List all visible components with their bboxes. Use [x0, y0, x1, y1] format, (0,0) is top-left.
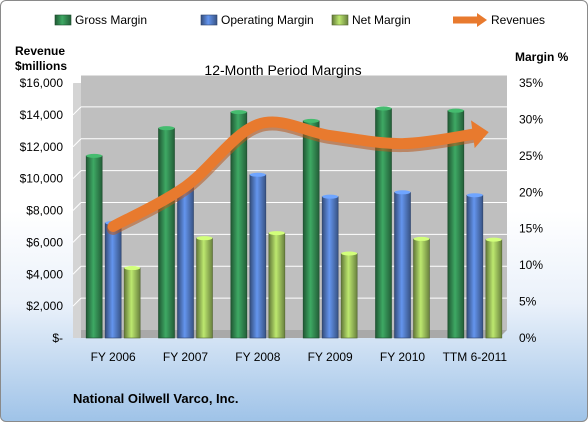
- right-tick-label: 35%: [519, 76, 543, 90]
- gross-margin-bar-top: [375, 106, 392, 111]
- operating-margin-bar-top: [322, 194, 339, 199]
- operating-margin-legend-swatch: [200, 14, 218, 26]
- operating-margin-bar: [321, 196, 339, 339]
- gross-margin-legend-swatch: [54, 14, 72, 26]
- operating-margin-bar: [249, 174, 267, 339]
- operating-margin-bar: [394, 191, 411, 339]
- category-label: FY 2007: [163, 350, 208, 364]
- plot-side-wall: [73, 83, 81, 338]
- net-margin-bar-top: [196, 236, 213, 241]
- operating-margin-bar: [104, 222, 122, 339]
- right-tick-label: 15%: [519, 222, 543, 236]
- left-tick-label: $12,000: [20, 140, 64, 154]
- left-tick-label: $14,000: [20, 108, 64, 122]
- right-tick-label: 5%: [519, 295, 537, 309]
- net-margin-bar: [340, 253, 358, 339]
- operating-margin-legend-label: Operating Margin: [221, 13, 314, 27]
- operating-margin-bar-top: [249, 172, 266, 177]
- gross-margin-bar-top: [86, 153, 103, 158]
- left-tick-label: $2,000: [26, 299, 63, 313]
- left-tick-label: $6,000: [26, 235, 63, 249]
- operating-margin-bar-top: [394, 190, 411, 195]
- gridline-diag: [72, 170, 82, 179]
- category-label: FY 2006: [91, 350, 136, 364]
- net-margin-bar-top: [341, 251, 358, 256]
- revenues-legend-arrow: [477, 13, 487, 27]
- revenues-line: [107, 116, 481, 232]
- gross-margin-bar-top: [447, 108, 464, 113]
- net-margin-bar-top: [485, 237, 502, 242]
- right-tick-label: 25%: [519, 149, 543, 163]
- category-label: FY 2009: [308, 350, 353, 364]
- operating-margin-bar-top: [466, 193, 483, 198]
- right-tick-label: 0%: [519, 331, 537, 345]
- left-tick-label: $10,000: [20, 172, 64, 186]
- gross-margin-bar-top: [230, 110, 247, 115]
- right-tick-label: 30%: [519, 112, 543, 126]
- right-tick-label: 20%: [519, 185, 543, 199]
- gridline-diag: [72, 297, 82, 307]
- right-tick-label: 10%: [519, 258, 543, 272]
- net-margin-bar-top: [413, 236, 430, 241]
- net-margin-legend-swatch: [331, 14, 349, 26]
- gross-margin-bar: [302, 120, 320, 339]
- gridline-diag: [72, 106, 82, 116]
- net-margin-bar: [485, 239, 503, 339]
- right-axis-title: Margin %: [515, 50, 569, 64]
- operating-margin-bar: [177, 186, 194, 339]
- net-margin-bar: [413, 238, 430, 339]
- left-tick-label: $16,000: [20, 76, 64, 90]
- operating-margin-bar: [466, 194, 484, 339]
- gross-margin-bar-top: [303, 118, 320, 123]
- gross-margin-bar: [85, 155, 103, 339]
- gridline-diag: [72, 138, 82, 148]
- net-margin-legend-label: Net Margin: [352, 13, 411, 27]
- revenues-arrowhead: [471, 120, 489, 149]
- left-tick-label: $8,000: [26, 204, 63, 218]
- gridline-diag: [72, 74, 82, 84]
- category-label: FY 2008: [235, 350, 280, 364]
- company-name: National Oilwell Varco, Inc.: [73, 391, 238, 406]
- revenues-legend-label: Revenues: [491, 13, 545, 27]
- net-margin-bar-top: [268, 231, 285, 236]
- net-margin-bar: [268, 232, 286, 339]
- gridline-diag: [72, 202, 82, 211]
- left-axis-title: Revenue $millions: [15, 44, 68, 73]
- gridline-diag: [72, 265, 82, 275]
- net-margin-bar: [123, 267, 141, 339]
- left-tick-label: $4,000: [26, 267, 63, 281]
- net-margin-bar-top: [124, 266, 141, 271]
- gridline-diag: [72, 234, 82, 243]
- gross-margin-bar: [158, 127, 175, 339]
- gross-margin-legend-label: Gross Margin: [75, 13, 147, 27]
- left-tick-label: $-: [52, 331, 63, 345]
- category-label: TTM 6-2011: [443, 350, 508, 364]
- category-label: FY 2010: [380, 350, 425, 364]
- chart-title: 12-Month Period Margins: [204, 62, 361, 78]
- gross-margin-bar-top: [158, 126, 175, 131]
- net-margin-bar: [196, 237, 213, 339]
